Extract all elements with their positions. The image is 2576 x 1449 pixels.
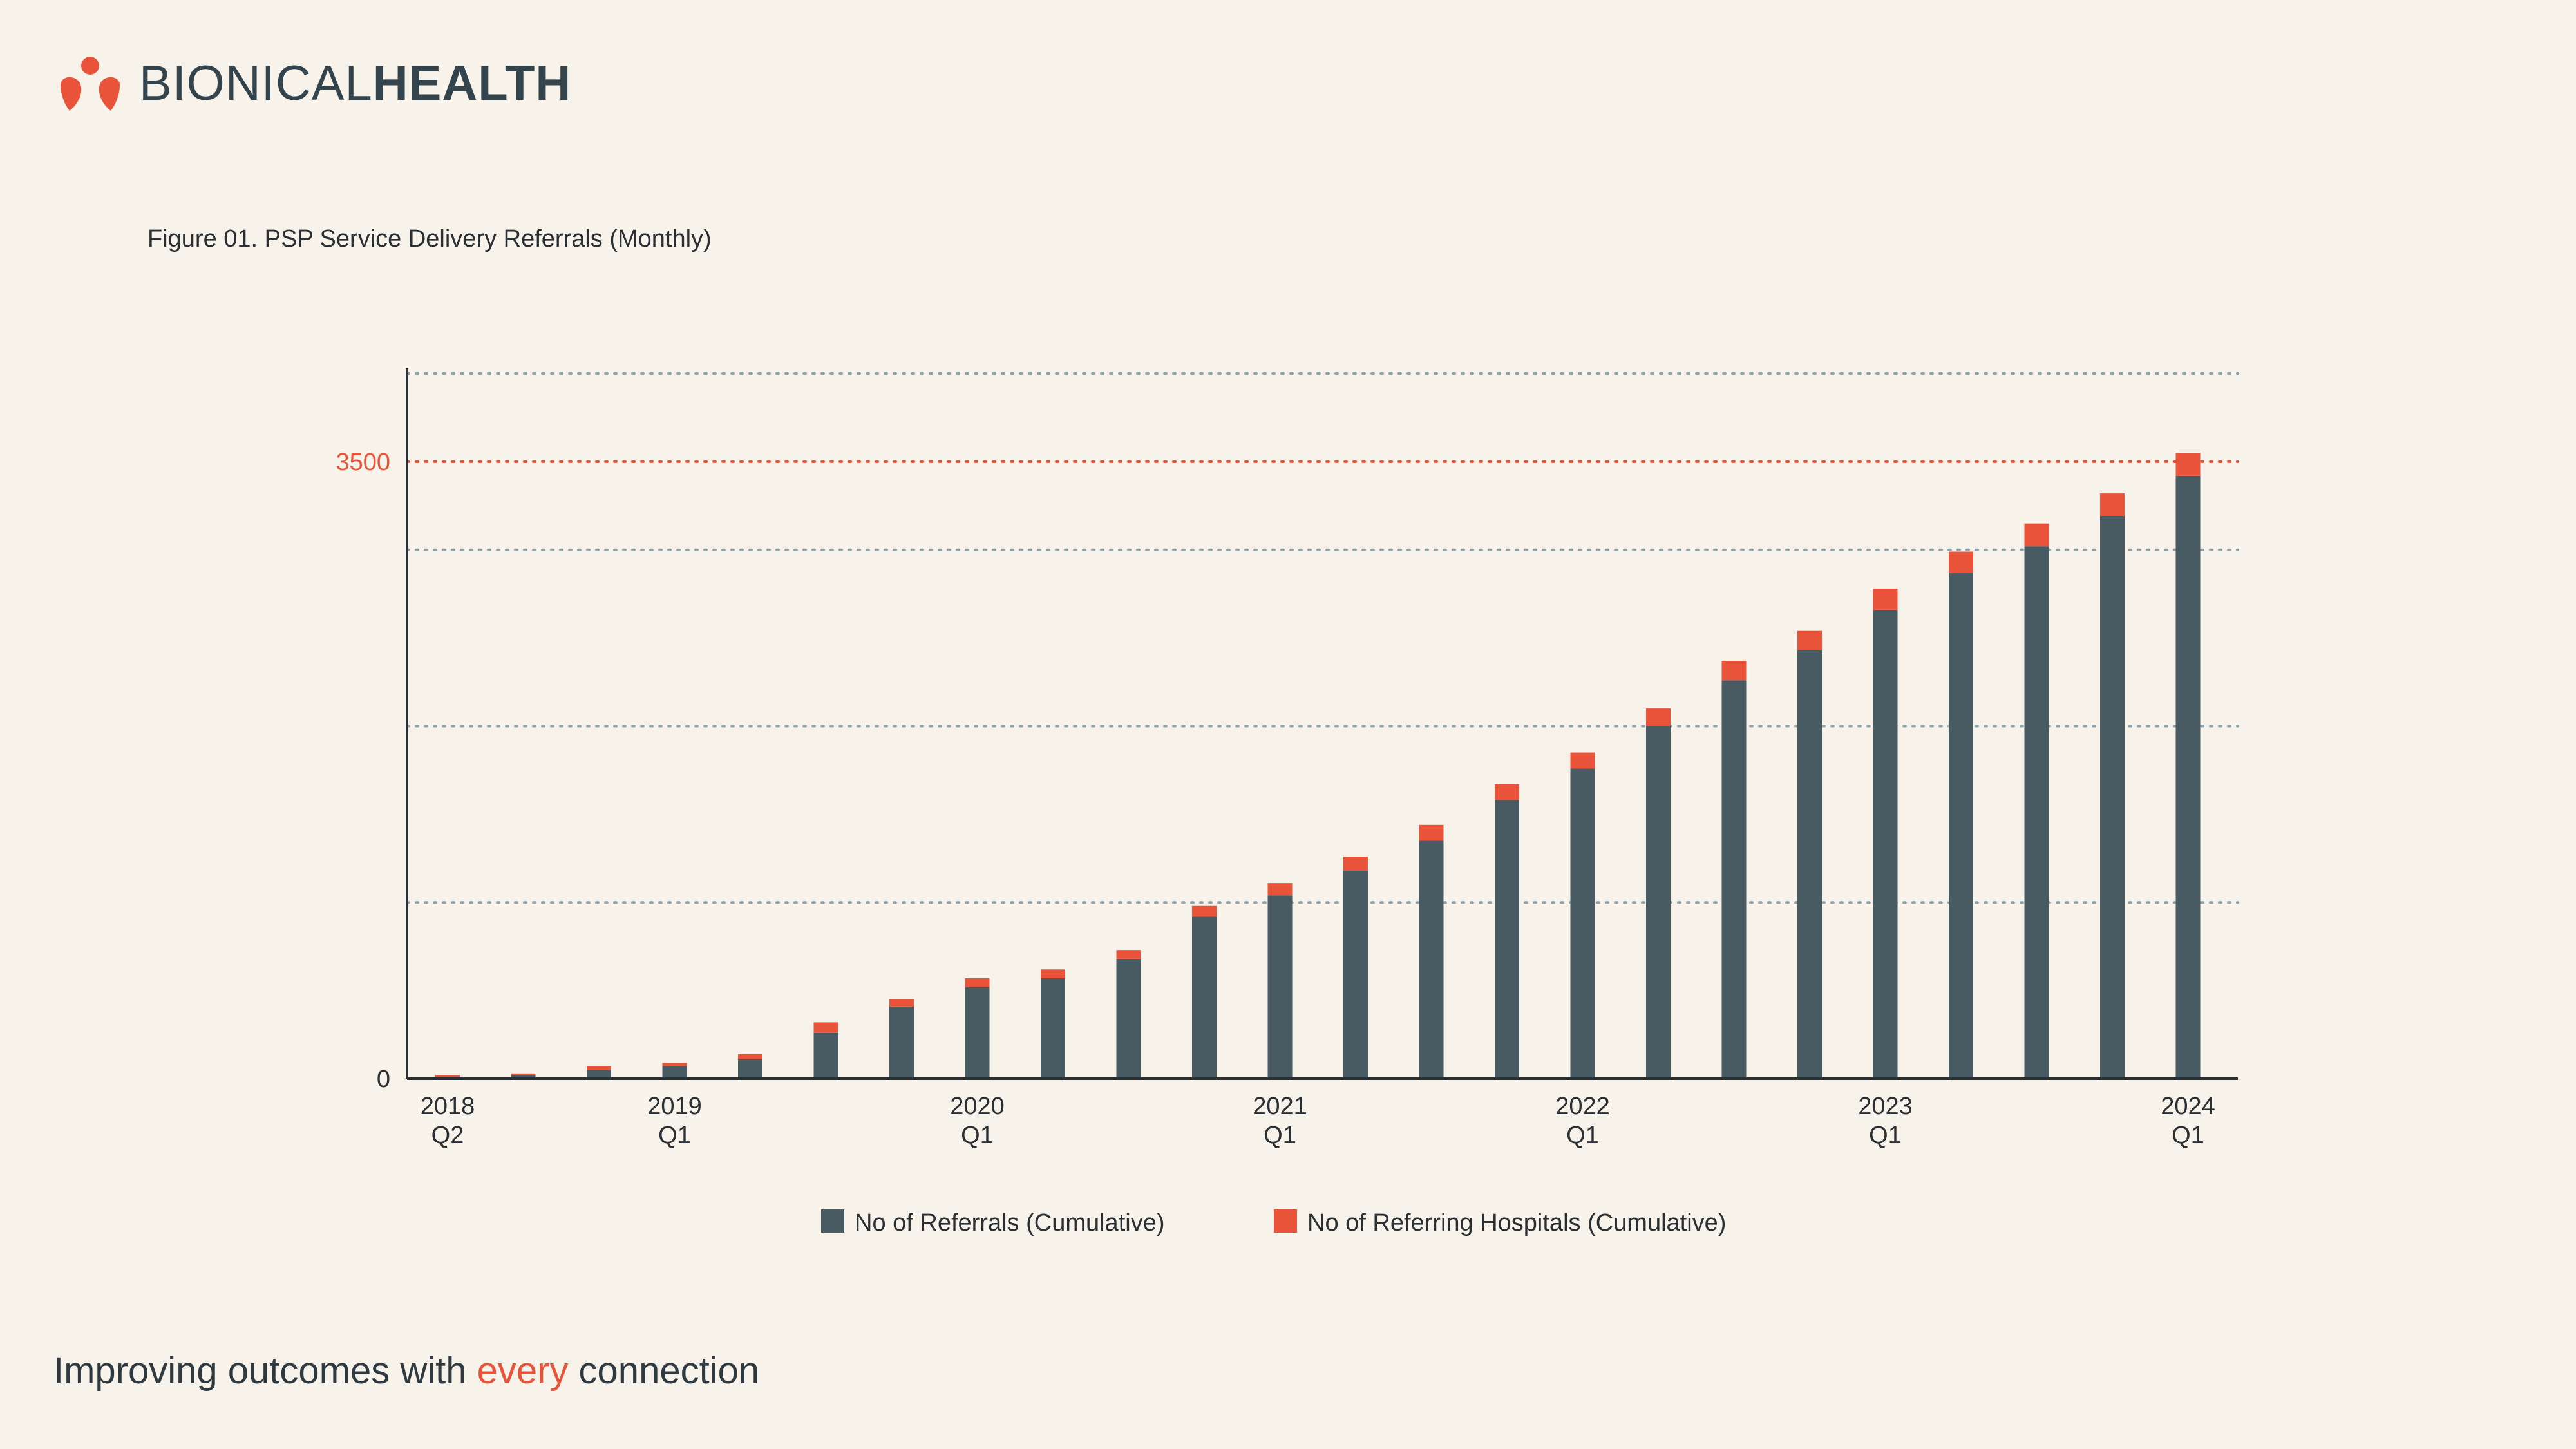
bar-referrals xyxy=(1116,958,1141,1079)
bar-hospitals xyxy=(2024,523,2049,547)
bar-hospitals xyxy=(1267,883,1293,896)
brand-name-light: BIONICAL xyxy=(139,56,373,111)
tagline-text-before: Improving outcomes with xyxy=(53,1350,477,1392)
bar-hospitals xyxy=(1495,784,1519,800)
figure-caption: Figure 01. PSP Service Delivery Referral… xyxy=(147,225,712,252)
bar-referrals xyxy=(2175,475,2201,1079)
tagline-accent-word: every xyxy=(477,1350,569,1392)
bar-hospitals xyxy=(1419,824,1444,841)
x-tick-year: 2024 xyxy=(2161,1093,2215,1120)
bar-hospitals xyxy=(889,999,914,1007)
bar-referrals xyxy=(1041,978,1065,1079)
bar-hospitals xyxy=(1192,905,1217,917)
bar-hospitals xyxy=(2100,493,2125,516)
bar-hospitals xyxy=(1646,708,1671,726)
x-tick-year: 2022 xyxy=(1555,1093,1610,1120)
bar-hospitals xyxy=(1873,588,1898,610)
bar-referrals xyxy=(1646,726,1671,1079)
bar-hospitals xyxy=(1116,950,1141,959)
x-tick-quarter: Q1 xyxy=(658,1122,691,1149)
x-tick-quarter: Q1 xyxy=(1264,1122,1296,1149)
y-tick-label: 0 xyxy=(377,1066,390,1093)
x-tick-year: 2019 xyxy=(647,1093,702,1120)
bar-hospitals xyxy=(738,1054,762,1059)
x-tick-quarter: Q1 xyxy=(961,1122,994,1149)
x-tick-quarter: Q1 xyxy=(1566,1122,1599,1149)
legend-label: No of Referrals (Cumulative) xyxy=(855,1209,1164,1236)
tagline-text-after: connection xyxy=(568,1350,760,1392)
brand-logo: BIONICALHEALTH xyxy=(52,52,571,116)
bar-hospitals xyxy=(1570,752,1595,769)
bar-referrals xyxy=(813,1032,838,1079)
bar-referrals xyxy=(1495,800,1519,1079)
bar-hospitals xyxy=(1949,551,1973,573)
bar-referrals xyxy=(1419,840,1444,1079)
bar-hospitals xyxy=(2175,453,2201,476)
brand-wordmark: BIONICALHEALTH xyxy=(139,59,571,108)
bar-hospitals xyxy=(1721,661,1747,681)
x-tick-year: 2020 xyxy=(950,1093,1005,1120)
bar-referrals xyxy=(1192,916,1217,1079)
bar-hospitals xyxy=(511,1073,536,1075)
bar-referrals xyxy=(1343,870,1368,1079)
bar-referrals xyxy=(1873,609,1898,1079)
bar-hospitals xyxy=(813,1022,838,1033)
bar-referrals xyxy=(2024,546,2049,1079)
bar-referrals xyxy=(889,1006,914,1079)
x-tick-year: 2021 xyxy=(1253,1093,1307,1120)
bar-hospitals xyxy=(662,1063,687,1066)
bar-referrals xyxy=(1797,650,1822,1079)
x-tick-quarter: Q1 xyxy=(1869,1122,1902,1149)
bar-referrals xyxy=(738,1059,762,1079)
x-tick-year: 2023 xyxy=(1858,1093,1913,1120)
bar-referrals xyxy=(1949,573,1973,1079)
bar-referrals xyxy=(2100,516,2125,1079)
tagline: Improving outcomes with every connection xyxy=(53,1349,759,1392)
legend-swatch xyxy=(1274,1209,1297,1233)
bar-referrals xyxy=(511,1075,536,1079)
bar-hospitals xyxy=(1343,857,1368,871)
legend-swatch xyxy=(821,1209,844,1233)
bar-referrals xyxy=(1267,895,1293,1079)
x-tick-year: 2018 xyxy=(421,1093,475,1120)
bionical-logo-icon xyxy=(61,57,120,111)
legend-label: No of Referring Hospitals (Cumulative) xyxy=(1307,1209,1726,1236)
bar-referrals xyxy=(1721,680,1747,1079)
bar-hospitals xyxy=(435,1075,460,1077)
bar-referrals xyxy=(662,1066,687,1079)
bar-hospitals xyxy=(587,1066,611,1070)
x-tick-quarter: Q1 xyxy=(2172,1122,2204,1149)
y-tick-label: 3500 xyxy=(336,449,390,476)
bar-referrals xyxy=(1570,768,1595,1079)
bar-hospitals xyxy=(1041,969,1065,978)
bar-hospitals xyxy=(965,978,990,987)
bar-referrals xyxy=(587,1070,611,1079)
brand-name-bold: HEALTH xyxy=(372,56,572,111)
bar-referrals xyxy=(965,987,990,1079)
bar-hospitals xyxy=(1797,630,1822,650)
x-tick-quarter: Q2 xyxy=(431,1122,464,1149)
